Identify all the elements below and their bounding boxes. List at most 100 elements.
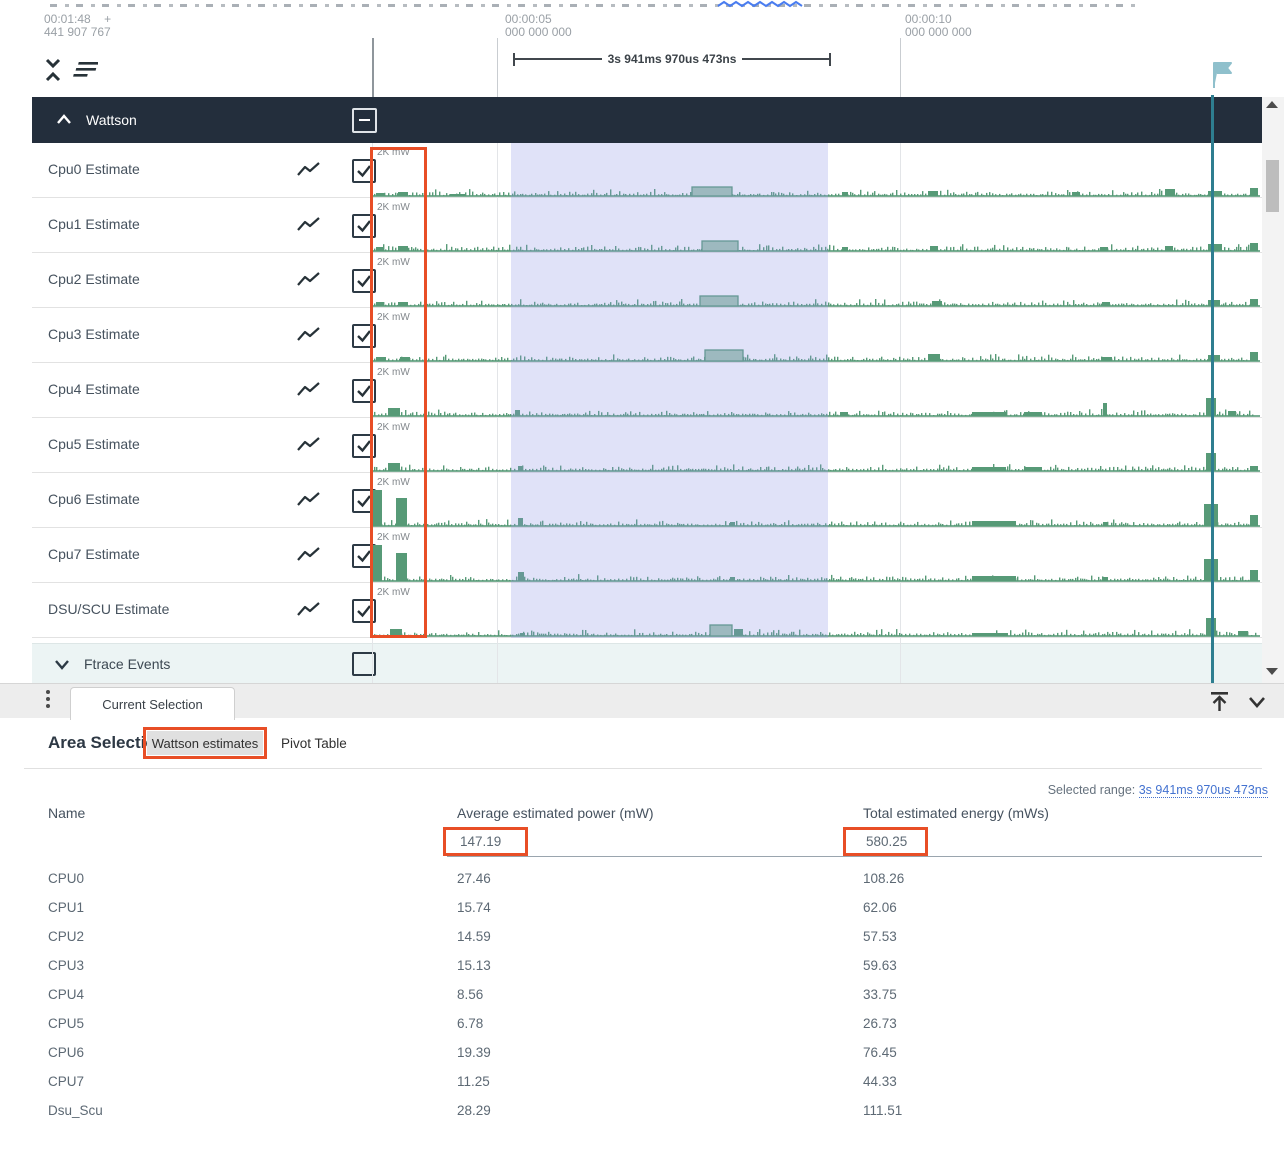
track-name: Cpu5 Estimate bbox=[48, 436, 140, 452]
track-scrollbar[interactable] bbox=[1262, 97, 1284, 683]
track-name: DSU/SCU Estimate bbox=[48, 601, 170, 617]
track-waveform[interactable] bbox=[372, 143, 1260, 203]
track-name: Cpu6 Estimate bbox=[48, 491, 140, 507]
track-row[interactable]: Cpu5 Estimate bbox=[32, 418, 1262, 473]
show-chart-icon bbox=[297, 162, 320, 176]
cell-avg-power: 15.13 bbox=[457, 958, 491, 973]
annotation-box-wattson-tab bbox=[143, 727, 267, 759]
track-unit-label: 2K mW bbox=[377, 312, 410, 323]
kebab-menu-icon[interactable] bbox=[46, 690, 50, 711]
track-row[interactable]: Cpu1 Estimate bbox=[32, 198, 1262, 253]
cell-total-energy: 26.73 bbox=[863, 1016, 897, 1031]
track-menu-icon[interactable] bbox=[72, 61, 98, 79]
track-row[interactable]: Cpu7 Estimate bbox=[32, 528, 1262, 583]
table-row: CPU1 15.74 62.06 bbox=[48, 894, 1262, 923]
tab-wattson-estimates[interactable]: Wattson estimates bbox=[147, 731, 263, 755]
track-name: Cpu2 Estimate bbox=[48, 271, 140, 287]
track-row[interactable]: Cpu2 Estimate bbox=[32, 253, 1262, 308]
scrollbar-thumb[interactable] bbox=[1266, 160, 1279, 212]
table-row: CPU3 15.13 59.63 bbox=[48, 952, 1262, 981]
tab-pivot-table[interactable]: Pivot Table bbox=[281, 736, 347, 751]
cell-total-energy: 59.63 bbox=[863, 958, 897, 973]
track-row[interactable]: Cpu0 Estimate bbox=[32, 143, 1262, 198]
selection-duration-label: 3s 941ms 970us 473ns bbox=[607, 52, 737, 66]
cell-avg-power: 14.59 bbox=[457, 929, 491, 944]
group-title: Wattson bbox=[86, 112, 137, 128]
cell-total-energy: 57.53 bbox=[863, 929, 897, 944]
cell-name: Dsu_Scu bbox=[48, 1103, 103, 1118]
show-chart-icon bbox=[297, 382, 320, 396]
track-unit-label: 2K mW bbox=[377, 367, 410, 378]
scrollbar-up-arrow[interactable] bbox=[1266, 101, 1278, 108]
track-row[interactable]: Cpu4 Estimate bbox=[32, 363, 1262, 418]
table-row: CPU5 6.78 26.73 bbox=[48, 1010, 1262, 1039]
expand-panel-icon[interactable] bbox=[1207, 689, 1233, 715]
cell-avg-power: 6.78 bbox=[457, 1016, 484, 1031]
show-chart-icon bbox=[297, 272, 320, 286]
track-name: Cpu4 Estimate bbox=[48, 381, 140, 397]
cell-name: CPU2 bbox=[48, 929, 85, 944]
track-name: Cpu0 Estimate bbox=[48, 161, 140, 177]
collapse-panel-chevron-icon[interactable] bbox=[1246, 691, 1270, 713]
table-row: CPU6 19.39 76.45 bbox=[48, 1039, 1262, 1068]
flag-icon[interactable] bbox=[1211, 60, 1237, 90]
ruler-tick-5s bbox=[497, 38, 498, 97]
cell-name: CPU3 bbox=[48, 958, 85, 973]
ruler-tick-10s bbox=[900, 38, 901, 97]
cell-total-energy: 44.33 bbox=[863, 1074, 897, 1089]
cell-name: CPU0 bbox=[48, 871, 85, 886]
col-header-avg-power: Average estimated power (mW) bbox=[457, 805, 654, 821]
show-chart-icon bbox=[297, 492, 320, 506]
timeline-gridline-5s bbox=[497, 143, 498, 683]
cell-avg-power: 27.46 bbox=[457, 871, 491, 886]
track-waveform[interactable] bbox=[372, 418, 1260, 478]
table-row: CPU2 14.59 57.53 bbox=[48, 923, 1262, 952]
ruler-tick-major bbox=[372, 38, 374, 97]
chevron-down-icon bbox=[55, 660, 69, 670]
table-row: Dsu_Scu 28.29 111.51 bbox=[48, 1097, 1262, 1126]
show-chart-icon bbox=[297, 437, 320, 451]
area-selection-region[interactable] bbox=[511, 143, 828, 638]
timeline-gridline-10s bbox=[900, 143, 901, 683]
estimates-table: CPU0 27.46 108.26 CPU1 15.74 62.06 CPU2 14.59 57… bbox=[48, 865, 1262, 1126]
ftrace-title: Ftrace Events bbox=[84, 656, 171, 672]
track-row[interactable]: Cpu6 Estimate bbox=[32, 473, 1262, 528]
selected-range: Selected range: 3s 941ms 970us 473ns bbox=[1047, 783, 1268, 798]
track-waveform[interactable] bbox=[372, 308, 1260, 368]
table-row: CPU0 27.46 108.26 bbox=[48, 865, 1262, 894]
track-waveform[interactable] bbox=[372, 198, 1260, 258]
show-chart-icon bbox=[297, 547, 320, 561]
scrollbar-down-arrow[interactable] bbox=[1266, 668, 1278, 675]
ruler-left-timestamp: 00:01:48 +441 907 767 bbox=[44, 12, 112, 39]
cell-avg-power: 8.56 bbox=[457, 987, 484, 1002]
group-checkbox-indeterminate[interactable] bbox=[352, 107, 377, 133]
track-unit-label: 2K mW bbox=[377, 587, 410, 598]
show-chart-icon bbox=[297, 602, 320, 616]
tab-current-selection-label: Current Selection bbox=[102, 696, 203, 712]
group-header-ftrace-events[interactable]: Ftrace Events bbox=[32, 643, 1262, 684]
selected-range-link[interactable]: 3s 941ms 970us 473ns bbox=[1138, 783, 1268, 798]
cell-total-energy: 76.45 bbox=[863, 1045, 897, 1060]
track-waveform[interactable] bbox=[372, 253, 1260, 313]
annotation-box-total-power bbox=[443, 827, 528, 856]
collapse-tracks-icon[interactable] bbox=[42, 57, 64, 83]
cell-avg-power: 11.25 bbox=[457, 1074, 490, 1089]
total-row-underline bbox=[447, 856, 1262, 857]
cell-name: CPU1 bbox=[48, 900, 85, 915]
col-header-total-energy: Total estimated energy (mWs) bbox=[863, 805, 1049, 821]
track-name: Cpu3 Estimate bbox=[48, 326, 140, 342]
track-waveform[interactable] bbox=[372, 473, 1260, 533]
tab-current-selection[interactable]: Current Selection bbox=[70, 687, 235, 720]
cell-avg-power: 28.29 bbox=[457, 1103, 491, 1118]
cell-name: CPU6 bbox=[48, 1045, 85, 1060]
divider bbox=[24, 768, 1262, 769]
track-row[interactable]: DSU/SCU Estimate bbox=[32, 583, 1262, 638]
total-energy: 580.25 bbox=[866, 834, 908, 849]
cell-avg-power: 15.74 bbox=[457, 900, 491, 915]
group-header-wattson[interactable]: Wattson bbox=[32, 97, 1262, 143]
track-row[interactable]: Cpu3 Estimate bbox=[32, 308, 1262, 363]
cell-total-energy: 108.26 bbox=[863, 871, 905, 886]
table-row: CPU4 8.56 33.75 bbox=[48, 981, 1262, 1010]
track-unit-label: 2K mW bbox=[377, 147, 410, 158]
